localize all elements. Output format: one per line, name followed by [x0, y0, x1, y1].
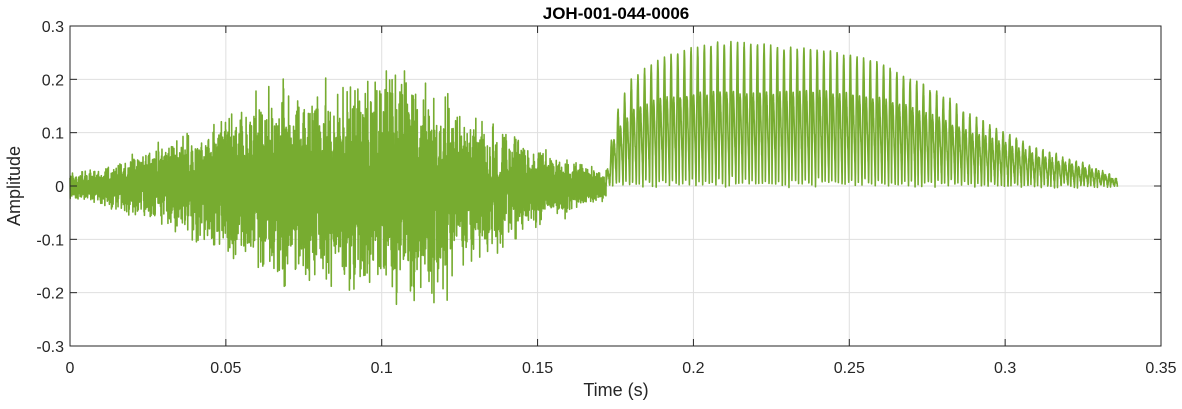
x-tick-label: 0: [66, 360, 75, 377]
y-tick-label: 0.3: [42, 19, 64, 36]
x-tick-label: 0.3: [994, 360, 1016, 377]
y-tick-label: -0.2: [36, 286, 64, 303]
x-tick-label: 0.05: [210, 360, 241, 377]
x-tick-label: 0.2: [682, 360, 704, 377]
y-tick-label: 0.1: [42, 126, 64, 143]
chart-title: JOH-001-044-0006: [543, 4, 689, 23]
x-tick-label: 0.35: [1145, 360, 1176, 377]
x-tick-label: 0.25: [834, 360, 865, 377]
y-axis-ticks: -0.3 -0.2 -0.1 0 0.1 0.2 0.3: [36, 19, 1161, 356]
x-tick-label: 0.15: [522, 360, 553, 377]
x-axis-ticks: 0 0.05 0.1 0.15 0.2 0.25 0.3 0.35: [66, 26, 1177, 377]
y-tick-label: 0: [55, 179, 64, 196]
y-axis-label: Amplitude: [4, 146, 24, 226]
plot-area: [69, 40, 1119, 306]
waveform-line: [69, 40, 1119, 306]
y-tick-label: 0.2: [42, 72, 64, 89]
x-tick-label: 0.1: [371, 360, 393, 377]
y-tick-label: -0.1: [36, 232, 64, 249]
y-tick-label: -0.3: [36, 339, 64, 356]
x-axis-label: Time (s): [583, 380, 648, 400]
